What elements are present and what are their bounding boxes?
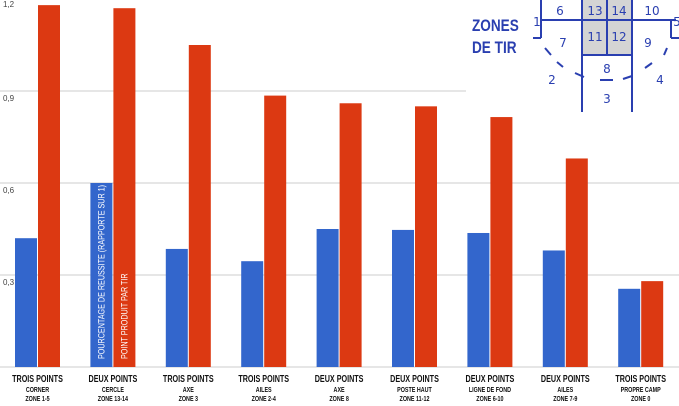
red-bar bbox=[490, 117, 513, 367]
zone-line bbox=[622, 75, 633, 80]
y-tick-label: 1,2 bbox=[3, 0, 15, 9]
blue-bar bbox=[241, 261, 264, 367]
blue-bar bbox=[618, 288, 641, 367]
category-label-line1: DEUX POINTS bbox=[466, 373, 515, 384]
blue-bar bbox=[542, 250, 565, 367]
category-label-line3: ZONE 0 bbox=[631, 395, 651, 403]
zone-label-2: 2 bbox=[548, 73, 556, 87]
category-label-line3: ZONE 8 bbox=[329, 395, 349, 403]
category-label-line2: AXE bbox=[183, 386, 195, 394]
diagram-title-line1: ZONES bbox=[472, 17, 519, 36]
category-label-line2: AXE bbox=[334, 386, 346, 394]
legend-success-rate: POURCENTAGE DE REUSSITE (RAPPORTE SUR 1) bbox=[97, 185, 107, 359]
zone-label-8: 8 bbox=[603, 62, 611, 76]
red-bar bbox=[565, 158, 588, 367]
zone-label-7: 7 bbox=[559, 36, 567, 50]
category-label-line2: POSTE HAUT bbox=[397, 386, 432, 394]
category-label-line3: ZONE 11-12 bbox=[400, 395, 430, 403]
blue-bar bbox=[90, 183, 113, 367]
category-label-line3: ZONE 3 bbox=[179, 395, 199, 403]
zone-label-4: 4 bbox=[656, 73, 664, 87]
category-label-line3: ZONE 2-4 bbox=[252, 395, 277, 403]
category-label-line1: DEUX POINTS bbox=[390, 373, 439, 384]
category-label-line1: TROIS POINTS bbox=[238, 373, 289, 384]
blue-bar bbox=[165, 248, 188, 367]
red-bar bbox=[339, 103, 362, 368]
category-label-line1: TROIS POINTS bbox=[163, 373, 214, 384]
blue-bar bbox=[467, 232, 490, 367]
zone-label-11: 11 bbox=[587, 30, 602, 44]
red-bar bbox=[188, 45, 211, 367]
zone-line bbox=[544, 47, 552, 56]
red-bar bbox=[415, 106, 437, 367]
zone-label-13: 13 bbox=[587, 4, 602, 18]
red-bar bbox=[641, 281, 664, 367]
zone-line bbox=[574, 72, 585, 78]
diagram-title-line2: DE TIR bbox=[472, 39, 517, 58]
category-label-line1: DEUX POINTS bbox=[89, 373, 138, 384]
category-label-line1: TROIS POINTS bbox=[12, 373, 63, 384]
zone-line bbox=[556, 61, 564, 68]
red-bar bbox=[113, 8, 136, 367]
zone-label-1: 1 bbox=[533, 15, 541, 29]
zone-label-10: 10 bbox=[644, 4, 659, 18]
category-label-line2: PROPRE CAMP bbox=[621, 386, 662, 394]
y-tick-label: 0,6 bbox=[3, 186, 15, 195]
category-label-line3: ZONE 7-9 bbox=[553, 395, 578, 403]
category-label-line1: DEUX POINTS bbox=[541, 373, 590, 384]
zone-line bbox=[663, 47, 668, 56]
zone-label-5: 5 bbox=[673, 15, 679, 29]
category-label-line3: ZONE 6-10 bbox=[476, 395, 504, 403]
y-tick-label: 0,3 bbox=[3, 278, 15, 287]
category-label-line2: LIGNE DE FOND bbox=[469, 386, 511, 394]
category-label-line3: ZONE 13-14 bbox=[98, 395, 129, 403]
zone-label-12: 12 bbox=[611, 30, 626, 44]
blue-bar bbox=[316, 229, 339, 367]
category-label-line1: TROIS POINTS bbox=[615, 373, 666, 384]
zone-label-14: 14 bbox=[611, 4, 626, 18]
red-bar bbox=[38, 5, 60, 368]
category-label-line3: ZONE 1-5 bbox=[25, 395, 50, 403]
category-label-line2: AILES bbox=[256, 386, 272, 394]
zone-line bbox=[644, 62, 653, 69]
blue-bar bbox=[392, 229, 414, 367]
zone-label-6: 6 bbox=[556, 4, 564, 18]
category-label-line2: CORNER bbox=[26, 386, 50, 394]
zone-label-3: 3 bbox=[603, 92, 611, 106]
category-label-line2: AILES bbox=[557, 386, 573, 394]
legend-points-per-shot: POINT PRODUIT PAR TIR bbox=[120, 273, 130, 359]
category-label-line1: DEUX POINTS bbox=[315, 373, 364, 384]
y-tick-label: 0,9 bbox=[3, 94, 15, 103]
zone-label-9: 9 bbox=[644, 36, 652, 50]
blue-bar bbox=[15, 238, 37, 367]
category-label-line2: CERCLE bbox=[102, 386, 125, 394]
red-bar bbox=[264, 95, 287, 367]
